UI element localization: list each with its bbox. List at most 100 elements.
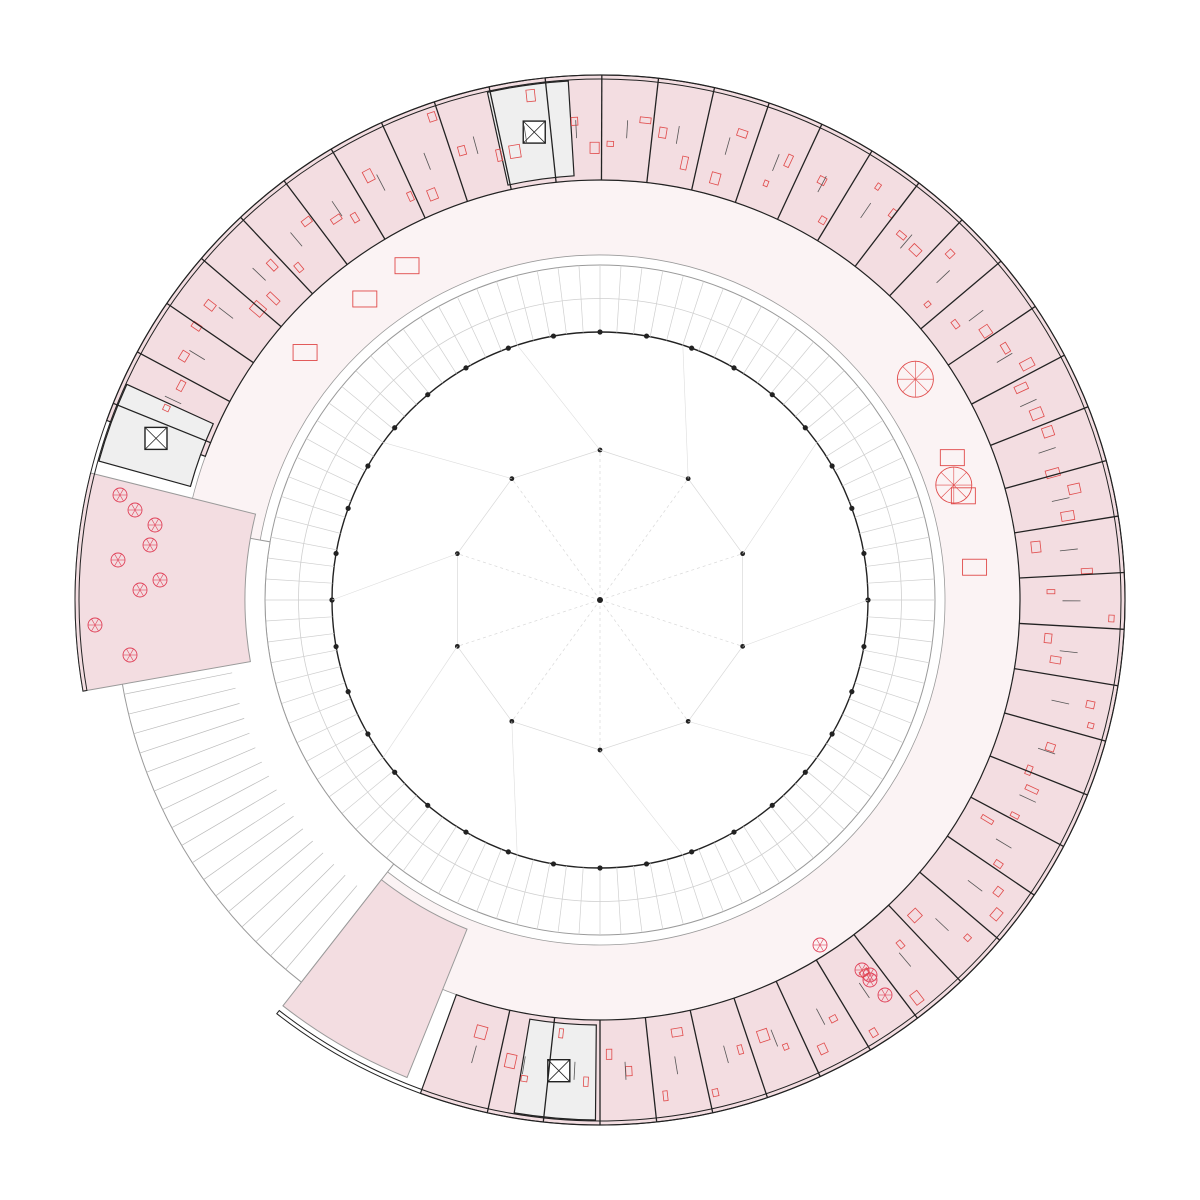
tree-branch	[881, 988, 886, 996]
unit-wall	[240, 216, 313, 295]
internal-wall	[472, 136, 479, 154]
tree-branch	[146, 544, 151, 552]
internal-wall	[423, 152, 431, 170]
roof-center	[597, 597, 603, 603]
tree-branch	[119, 494, 124, 502]
grid-mullion	[867, 578, 935, 584]
internal-wall	[936, 270, 950, 284]
furniture-item	[1044, 467, 1061, 480]
tree-branch	[154, 524, 159, 532]
unit-wall	[433, 101, 469, 202]
tree-branch	[91, 624, 96, 632]
column	[505, 345, 511, 351]
tree-branch	[136, 589, 141, 597]
roof-radial-line	[511, 478, 601, 601]
furniture-item	[639, 116, 652, 125]
grid-mullion	[713, 296, 743, 358]
roof-ring-line	[599, 721, 689, 751]
column	[643, 333, 650, 339]
column	[392, 425, 398, 431]
furniture-item	[1086, 721, 1095, 730]
grid-mullion	[867, 616, 935, 622]
roof-ring-line	[511, 721, 601, 751]
column	[769, 392, 775, 398]
grid-mullion	[496, 854, 518, 919]
tree-branch	[151, 524, 156, 532]
furniture-item	[1044, 741, 1057, 753]
grid-mullion	[402, 816, 443, 872]
tree-branch	[116, 488, 121, 496]
roof-ring-line	[599, 449, 689, 479]
grid-mullion	[783, 355, 830, 405]
unit-wall	[888, 904, 962, 982]
ramp-step	[124, 672, 233, 695]
column	[689, 345, 695, 351]
grid-mullion	[616, 265, 622, 333]
tree-branch	[149, 544, 154, 552]
roof-radial-line	[599, 478, 689, 601]
grid-mullion	[578, 265, 584, 333]
internal-wall	[1051, 497, 1070, 502]
internal-wall	[290, 232, 303, 247]
furniture-item	[1040, 424, 1056, 439]
tree-branch	[159, 573, 164, 581]
internal-wall	[674, 1056, 679, 1075]
grid-mullion	[728, 834, 762, 894]
internal-wall	[817, 175, 827, 193]
grid-mullion	[557, 865, 567, 933]
ramp-step	[228, 840, 313, 913]
furniture-item	[755, 1027, 771, 1044]
seating-cluster	[950, 487, 976, 505]
grid-mullion	[557, 267, 567, 335]
column	[425, 392, 431, 398]
tree-branch	[139, 589, 144, 597]
tree-branch	[131, 503, 136, 511]
elevator-cross	[522, 120, 546, 144]
roof-tie-line	[742, 442, 818, 554]
grid-mullion	[859, 666, 925, 684]
tree-branch	[816, 938, 821, 946]
unit-wall	[1019, 571, 1125, 579]
tree-branch	[869, 979, 874, 987]
internal-wall	[772, 154, 780, 172]
ramp-step	[154, 747, 256, 792]
unit-wall	[920, 260, 1002, 330]
roof-ring-line	[457, 646, 513, 722]
column	[365, 463, 371, 469]
tree-branch	[117, 553, 122, 561]
furniture-item	[520, 1074, 529, 1083]
grid-mullion	[770, 806, 814, 859]
tree-branch	[156, 579, 161, 587]
furniture-item	[161, 403, 171, 413]
furniture-item	[473, 1024, 489, 1041]
ramp-step	[162, 761, 262, 810]
roof-radial-line	[457, 599, 601, 647]
unit-wall	[488, 86, 512, 190]
unit-wall	[919, 871, 1001, 941]
furniture-item	[1080, 567, 1093, 575]
grid-mullion	[402, 328, 443, 384]
grid-mullion	[834, 728, 894, 762]
grid-mullion	[386, 341, 430, 394]
tree-branch	[819, 944, 824, 952]
furniture-item	[1043, 632, 1053, 644]
furniture-item	[508, 143, 522, 160]
furniture-item	[909, 989, 925, 1006]
unit-wall	[644, 1017, 658, 1122]
grid-mullion	[743, 316, 780, 374]
internal-wall	[900, 234, 913, 249]
furniture-item	[657, 126, 668, 139]
column	[597, 865, 603, 871]
grid-mullion	[476, 849, 502, 912]
unit-wall	[1004, 459, 1107, 490]
furniture-item	[265, 258, 279, 272]
grid-mullion	[438, 306, 472, 366]
ramp-step	[181, 789, 277, 846]
grid-mullion	[863, 536, 930, 551]
grid-mullion	[834, 438, 894, 472]
tree-branch	[139, 583, 144, 591]
internal-wall	[1020, 398, 1037, 408]
tree	[127, 502, 143, 518]
grid-mullion	[536, 270, 551, 337]
grid-mullion	[682, 854, 704, 919]
